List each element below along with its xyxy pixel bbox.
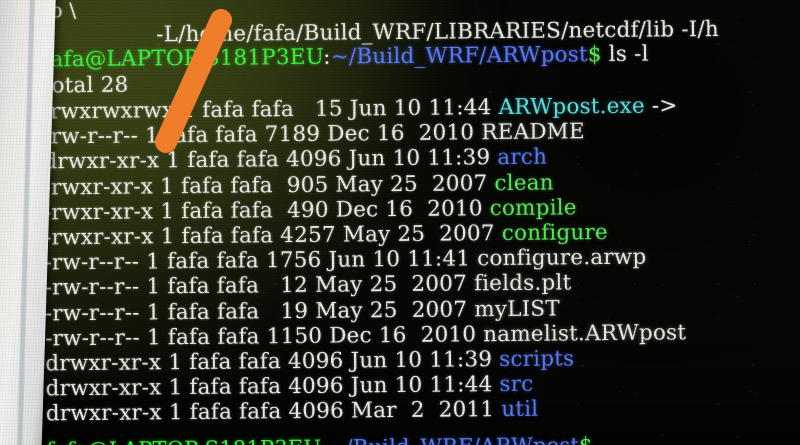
listing-entry-name[interactable]: src [499, 371, 534, 398]
listing-metadata: -rw-r--r-- 1 fafa fafa 19 May 25 2007 [44, 296, 475, 327]
next-prompt-user-host: fafa@LAPTOP-S181P3EU [46, 436, 321, 445]
listing-entry-name[interactable]: arch [497, 144, 548, 171]
next-prompt-sigil: $ [579, 433, 593, 445]
listing-entry-name[interactable]: namelist.ARWpost [483, 320, 687, 348]
prompt-path: ~/Build_WRF/ARWpost [330, 42, 588, 70]
listing-entry-name[interactable]: ARWpost.exe [498, 93, 645, 121]
listing-entry-name[interactable]: fields.plt [473, 270, 572, 297]
listing-entry-name[interactable]: scripts [499, 346, 575, 373]
table-row[interactable]: -rwxr-xr-x 1 fafa fafa 905 May 25 2007 c… [44, 170, 554, 200]
table-row[interactable]: -rw-r--r-- 1 fafa fafa 1150 Dec 16 2010 … [44, 320, 687, 352]
table-row[interactable]: drwxr-xr-x 1 fafa fafa 4096 Mar 2 2011 u… [45, 397, 539, 427]
listing-metadata: -rw-r--r-- 1 fafa fafa 12 May 25 2007 [44, 271, 475, 301]
ls-total-line: total 28 [42, 72, 129, 99]
symlink-arrow-icon: -> [644, 93, 678, 119]
listing-entry-name[interactable]: myLIST [474, 296, 560, 322]
listing-entry-name[interactable]: util [501, 397, 539, 423]
listing-entry-name[interactable]: compile [489, 195, 577, 221]
listing-entry-name[interactable]: configure [501, 220, 608, 247]
table-row[interactable]: -rw-r--r-- 1 fafa fafa 19 May 25 2007 my… [44, 296, 560, 327]
listing-entry-name[interactable]: configure.arwp [477, 244, 647, 272]
listing-entry-name[interactable]: README [481, 119, 585, 146]
screen-bottom-vignette [0, 245, 800, 445]
prompt-sigil: $ [587, 42, 602, 68]
next-prompt-path: ~/Build_WRF/ARWpost [328, 433, 579, 445]
listing-metadata: -rw-r--r-- 1 fafa fafa 1150 Dec 16 2010 [44, 322, 484, 352]
prompt-line[interactable]: fafa@LAPTOP-S181P3EU:~/Build_WRF/ARWpost… [42, 41, 649, 73]
prompt-user-host: fafa@LAPTOP-S181P3EU [42, 44, 324, 73]
next-prompt-line[interactable]: fafa@LAPTOP-S181P3EU:~/Build_WRF/ARWpost… [46, 433, 593, 445]
listing-entry-name[interactable]: clean [494, 170, 554, 196]
listing-metadata: drwxr-xr-x 1 fafa fafa 4096 Mar 2 2011 [45, 397, 502, 427]
prompt-command: ls -l [601, 41, 649, 68]
table-row[interactable]: drwxr-xr-x 1 fafa fafa 4096 Jun 10 11:39… [43, 144, 548, 175]
